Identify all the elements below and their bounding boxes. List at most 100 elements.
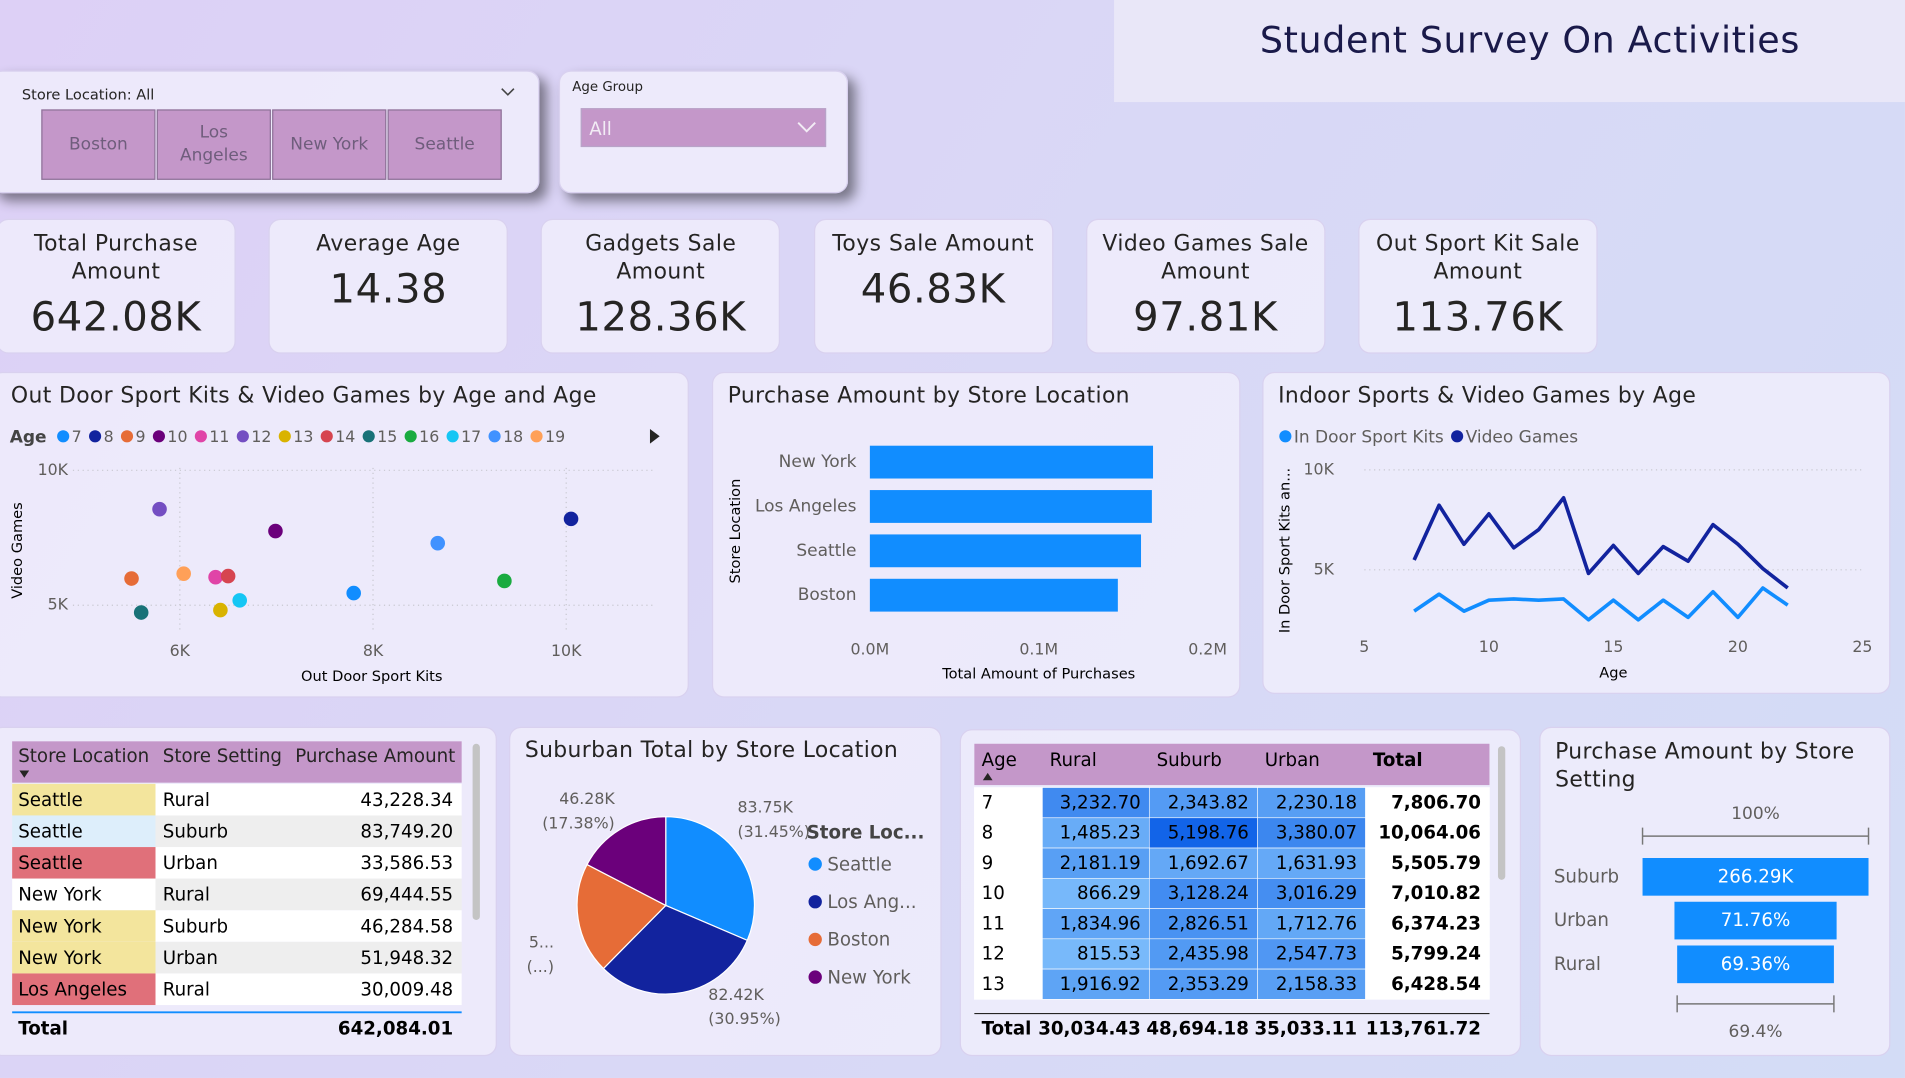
legend-marker (808, 970, 822, 984)
location-cell (12, 941, 156, 974)
column-header: Total (1373, 750, 1423, 771)
pie-percent-label: (31.45%) (737, 822, 809, 841)
funnel-value-label: 71.76% (1721, 910, 1790, 931)
matrix-cell-text: 2,158.33 (1276, 974, 1357, 995)
y-tick-label: 10K (1304, 459, 1335, 478)
x-tick-label: 5 (1359, 637, 1369, 656)
matrix-cell-text: 815.53 (1077, 944, 1141, 965)
table-cell: 33,586.53 (360, 853, 453, 874)
x-tick-label: 0.0M (851, 640, 890, 659)
pie-percent-label: (30.95%) (708, 1009, 780, 1028)
kpi-value: 128.36K (575, 292, 747, 341)
matrix-cell-text: 5,198.76 (1168, 823, 1249, 844)
y-tick-label: 5K (1314, 559, 1335, 578)
matrix-cell (974, 817, 1043, 849)
legend-marker (57, 430, 70, 443)
scatter-point (220, 568, 236, 584)
legend-marker (152, 430, 165, 443)
bar (869, 534, 1142, 568)
chevron[interactable] (499, 86, 516, 98)
slicer-button[interactable]: Seattle (387, 109, 502, 180)
y-tick-label: Los Angeles (755, 496, 857, 516)
kpi-card: Average Age 14.38 (268, 218, 509, 354)
table-cell: Rural (163, 979, 210, 1000)
slicer-label: Store Location: All (21, 86, 155, 104)
column-header: Store Setting (163, 746, 282, 767)
matrix-cell (1365, 877, 1490, 909)
location-cell (12, 815, 156, 848)
matrix-cell (1257, 877, 1366, 909)
line-series (1412, 496, 1789, 590)
chart-title: Purchase Amount by Store Setting (1555, 738, 1855, 793)
line-series (1413, 586, 1789, 622)
kpi-label: Average Age (316, 230, 461, 257)
column-header: Age (982, 750, 1017, 771)
scatter-point (176, 566, 191, 581)
matrix-cell (1148, 968, 1258, 1000)
table-cell: Urban (163, 948, 218, 969)
dropdown[interactable]: All (580, 108, 827, 148)
matrix-cell (1365, 817, 1490, 849)
scrollbar (1497, 746, 1506, 880)
legend-label: 15 (377, 427, 397, 446)
total-value: 642,084.01 (338, 1018, 453, 1039)
matrix-cell-text: 10,064.06 (1378, 823, 1481, 844)
store-slicer[interactable]: Store Location: All Boston Los Angeles New… (0, 70, 540, 194)
y-tick-label: 5K (48, 595, 69, 614)
slicer-label: Age Group (572, 78, 644, 95)
matrix-cell-text: 6,428.54 (1391, 974, 1481, 995)
legend-label: 14 (335, 427, 355, 446)
legend-label: 10 (167, 427, 187, 446)
table-header (974, 743, 1490, 786)
scatter-point (124, 571, 139, 586)
x-tick-label: 0.2M (1188, 640, 1227, 659)
location-cell (12, 973, 156, 1006)
location-cell (12, 910, 156, 942)
matrix-cell-text: 12 (982, 944, 1005, 965)
matrix-cell (1148, 908, 1258, 940)
x-tick-label: 10K (551, 641, 582, 660)
legend-label: 18 (503, 427, 523, 446)
chart-title: Purchase Amount by Store Location (727, 382, 1130, 409)
title-banner: Student Survey On Activities (1114, 0, 1905, 103)
kpi-card: Out Sport Kit Sale Amount 113.76K (1358, 218, 1598, 354)
pie-value-label: 83.75K (737, 798, 793, 817)
legend-label: 7 (72, 427, 82, 446)
table-cell: Suburb (163, 821, 228, 842)
slicer-button[interactable]: Boston (41, 109, 156, 180)
legend-label: 16 (419, 427, 439, 446)
x-tick-label: 20 (1728, 637, 1748, 656)
page-title: Student Survey On Activities (1259, 19, 1800, 62)
legend-label: 8 (104, 427, 114, 446)
matrix-cell-text: 2,547.73 (1276, 944, 1357, 965)
x-tick-label: 0.1M (1019, 640, 1058, 659)
pie-slice (665, 816, 756, 942)
scatter-point (563, 511, 579, 527)
legend-marker (89, 430, 102, 443)
matrix-cell-text: 3,232.70 (1060, 792, 1141, 813)
legend-more-arrow[interactable] (649, 429, 660, 444)
matrix-cell (1042, 968, 1150, 1000)
matrix-cell (974, 877, 1043, 909)
x-tick-label: 6K (170, 641, 191, 660)
y-tick-label: Seattle (796, 541, 856, 561)
table-cell: Seattle (18, 790, 82, 811)
kpi-label: Total Purchase Amount (33, 230, 199, 285)
slicer-button[interactable]: New York (272, 109, 387, 180)
table-cell: Rural (163, 790, 210, 811)
matrix-cell (1042, 847, 1150, 879)
slicer-button[interactable]: Los Angeles (156, 109, 271, 180)
y-tick-label: New York (779, 452, 857, 472)
column-header: Urban (1265, 750, 1320, 771)
table-cell: Seattle (18, 821, 82, 842)
matrix-cell-text: 2,343.82 (1168, 792, 1249, 813)
legend-label: 17 (461, 427, 481, 446)
matrix-cell-text: 2,826.51 (1168, 913, 1249, 934)
legend-marker (530, 430, 543, 443)
matrix-cell-text: 5,799.24 (1391, 944, 1481, 965)
legend-label: 12 (251, 427, 271, 446)
matrix-cell-text: 13 (982, 974, 1005, 995)
category-label: Suburb (1554, 866, 1619, 887)
kpi-card: Total Purchase Amount 642.08K (0, 218, 236, 354)
matrix-cell-text: 8 (982, 823, 994, 844)
